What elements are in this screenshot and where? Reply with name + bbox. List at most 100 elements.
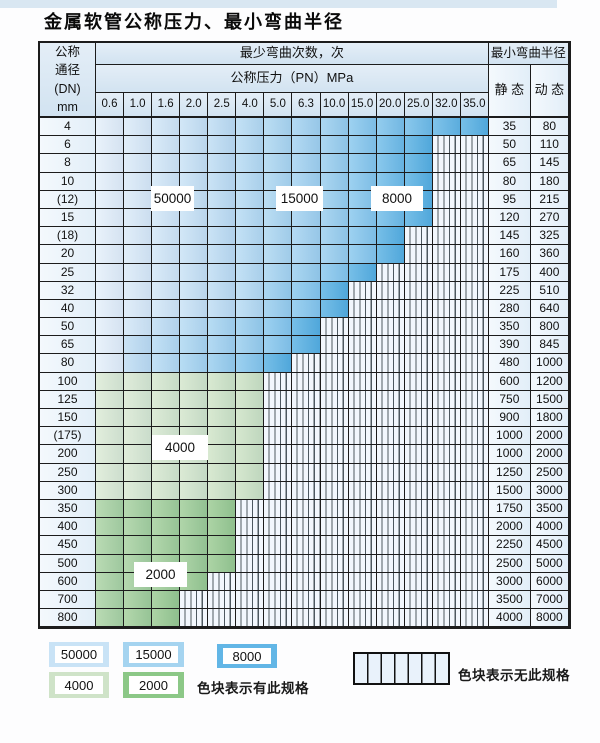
no-spec-cell [348, 390, 377, 409]
cycles-4000-cell [236, 427, 265, 446]
cycles-15000-cell [236, 245, 265, 264]
no-spec-cell [404, 336, 433, 355]
static-radius-cell: 120 [488, 208, 531, 228]
dynamic-radius-cell: 510 [530, 281, 569, 300]
no-spec-cell [320, 590, 349, 610]
no-spec-cell [236, 499, 265, 519]
dynamic-radius-cell: 145 [530, 154, 569, 173]
no-spec-cell [348, 609, 377, 628]
cycles-50000-cell [208, 299, 237, 319]
no-spec-cell [236, 590, 265, 610]
no-spec-cell [432, 390, 461, 409]
no-spec-cell [432, 427, 461, 446]
dn-cell: 10 [40, 172, 96, 191]
cycles-15000-cell [180, 318, 209, 337]
no-spec-cell [432, 263, 461, 282]
pressure-col-header: 32.0 [432, 93, 461, 118]
cycles-15000-cell [208, 318, 237, 337]
pressure-col-header: 4.0 [236, 93, 265, 118]
no-spec-cell [348, 518, 377, 537]
cycles-2000-cell [180, 499, 209, 519]
pressure-col-header: 0.6 [96, 93, 125, 118]
cycles-50000-cell [180, 118, 209, 137]
dn-cell: 700 [40, 590, 96, 610]
cycles-8000-cell [348, 263, 377, 282]
cycles-15000-cell [236, 118, 265, 137]
no-spec-cell [264, 463, 293, 482]
no-spec-cell [320, 572, 349, 591]
static-radius-cell: 3000 [488, 572, 531, 591]
cycles-2000-cell [96, 554, 125, 573]
static-radius-cell: 95 [488, 190, 531, 209]
no-spec-cell [320, 554, 349, 573]
no-spec-cell [460, 336, 489, 355]
cycles-4000-cell [236, 409, 265, 428]
cycles-4000-cell [124, 481, 153, 500]
no-spec-cell [348, 554, 377, 573]
dynamic-header: 动 态 [530, 65, 569, 118]
no-spec-cell [236, 518, 265, 537]
cycles-8000-cell [376, 227, 405, 246]
cycles-2000-cell [124, 609, 153, 628]
cycles-15000-cell [264, 208, 293, 228]
legend-swatch-2000: 2000 [123, 672, 184, 698]
dn-cell: 8 [40, 154, 96, 173]
cycles-4000-cell [124, 372, 153, 391]
cycles-4000-cell [236, 481, 265, 500]
cycles-50000-cell [208, 136, 237, 155]
static-radius-cell: 1500 [488, 481, 531, 500]
dn-cell: 350 [40, 499, 96, 519]
cycles-2000-cell [180, 518, 209, 537]
cycles-4000-cell [180, 463, 209, 482]
cycles-15000-cell [236, 227, 265, 246]
no-spec-cell [432, 354, 461, 373]
region-label-2000: 2000 [134, 562, 187, 587]
no-spec-cell [292, 372, 321, 391]
cycles-8000-cell [292, 336, 321, 355]
corner-line-3: (DN) [54, 81, 81, 96]
cycles-15000-cell [236, 299, 265, 319]
no-spec-cell [432, 336, 461, 355]
cycles-15000-cell [320, 136, 349, 155]
cycles-50000-cell [124, 136, 153, 155]
pressure-header: 公称压力（PN）MPa [96, 65, 489, 93]
no-spec-cell [264, 590, 293, 610]
legend-swatch-value: 50000 [55, 646, 103, 663]
dynamic-radius-cell: 110 [530, 136, 569, 155]
no-spec-cell [432, 554, 461, 573]
cycles-15000-cell [236, 336, 265, 355]
no-spec-cell [460, 427, 489, 446]
no-spec-cell [460, 263, 489, 282]
static-radius-cell: 4000 [488, 609, 531, 628]
cycles-50000-cell [208, 227, 237, 246]
cycles-15000-cell [320, 154, 349, 173]
cycles-8000-cell [264, 336, 293, 355]
cycles-4000-cell [180, 481, 209, 500]
cycles-50000-cell [96, 118, 125, 137]
cycles-50000-cell [124, 118, 153, 137]
no-spec-cell [376, 481, 405, 500]
dn-cell: 20 [40, 245, 96, 264]
no-spec-cell [404, 318, 433, 337]
no-spec-cell [264, 390, 293, 409]
cycles-8000-cell [320, 299, 349, 319]
cycles-8000-cell [292, 318, 321, 337]
cycles-4000-cell [96, 463, 125, 482]
no-spec-cell [264, 499, 293, 519]
no-spec-cell [376, 263, 405, 282]
no-spec-cell [292, 390, 321, 409]
cycles-4000-cell [208, 481, 237, 500]
cycles-15000-cell [292, 118, 321, 137]
no-spec-cell [320, 318, 349, 337]
cycles-15000-cell [292, 154, 321, 173]
no-spec-cell [348, 336, 377, 355]
cycles-4000-cell [124, 445, 153, 464]
corner-line-1: 公称 [54, 45, 80, 60]
dynamic-radius-cell: 1000 [530, 354, 569, 373]
cycles-8000-cell [292, 281, 321, 300]
no-spec-cell [460, 409, 489, 428]
no-spec-cell [432, 172, 461, 191]
dn-cell: 6 [40, 136, 96, 155]
dynamic-radius-cell: 6000 [530, 572, 569, 591]
no-spec-cell [264, 481, 293, 500]
